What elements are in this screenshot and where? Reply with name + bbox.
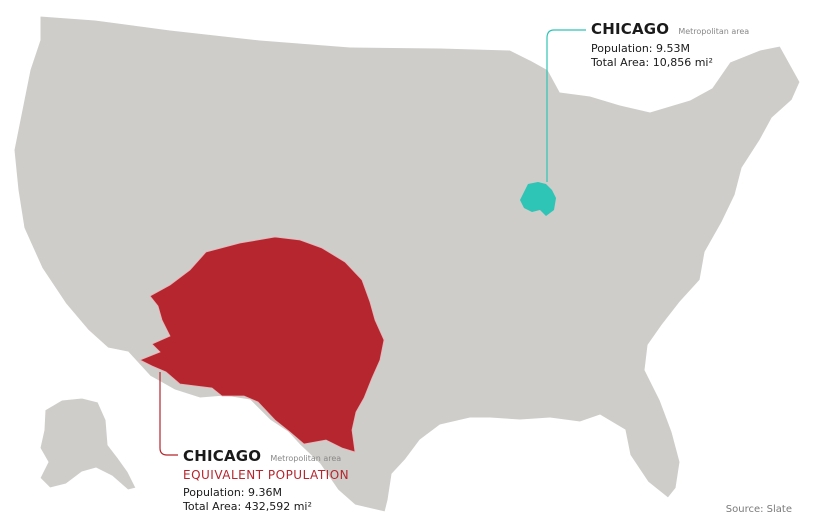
chicago-area: Total Area: 10,856 mi² bbox=[591, 56, 713, 69]
equivalent-tagline: EQUIVALENT POPULATION bbox=[183, 468, 350, 482]
source-credit: Source: Slate bbox=[725, 504, 792, 515]
equivalent-population-region bbox=[139, 236, 385, 453]
leader-line-chicago bbox=[546, 29, 586, 182]
county-borders-overlay bbox=[13, 15, 801, 513]
chicago-subtitle: Metropolitan area bbox=[678, 27, 750, 36]
chicago-population: Population: 9.53M bbox=[591, 42, 690, 55]
chicago-title: CHICAGO bbox=[591, 20, 670, 38]
chicago-annotation: CHICAGO Metropolitan area Population: 9.… bbox=[591, 19, 749, 70]
equivalent-annotation: CHICAGO Metropolitan area EQUIVALENT POP… bbox=[183, 446, 349, 514]
leader-line-equivalent bbox=[159, 372, 178, 456]
equivalent-title: CHICAGO bbox=[183, 447, 262, 465]
equivalent-subtitle: Metropolitan area bbox=[270, 454, 342, 463]
equivalent-population: Population: 9.36M bbox=[183, 486, 282, 499]
alaska bbox=[39, 397, 137, 491]
chicago-metro-region bbox=[520, 182, 556, 216]
equivalent-area: Total Area: 432,592 mi² bbox=[183, 500, 312, 513]
